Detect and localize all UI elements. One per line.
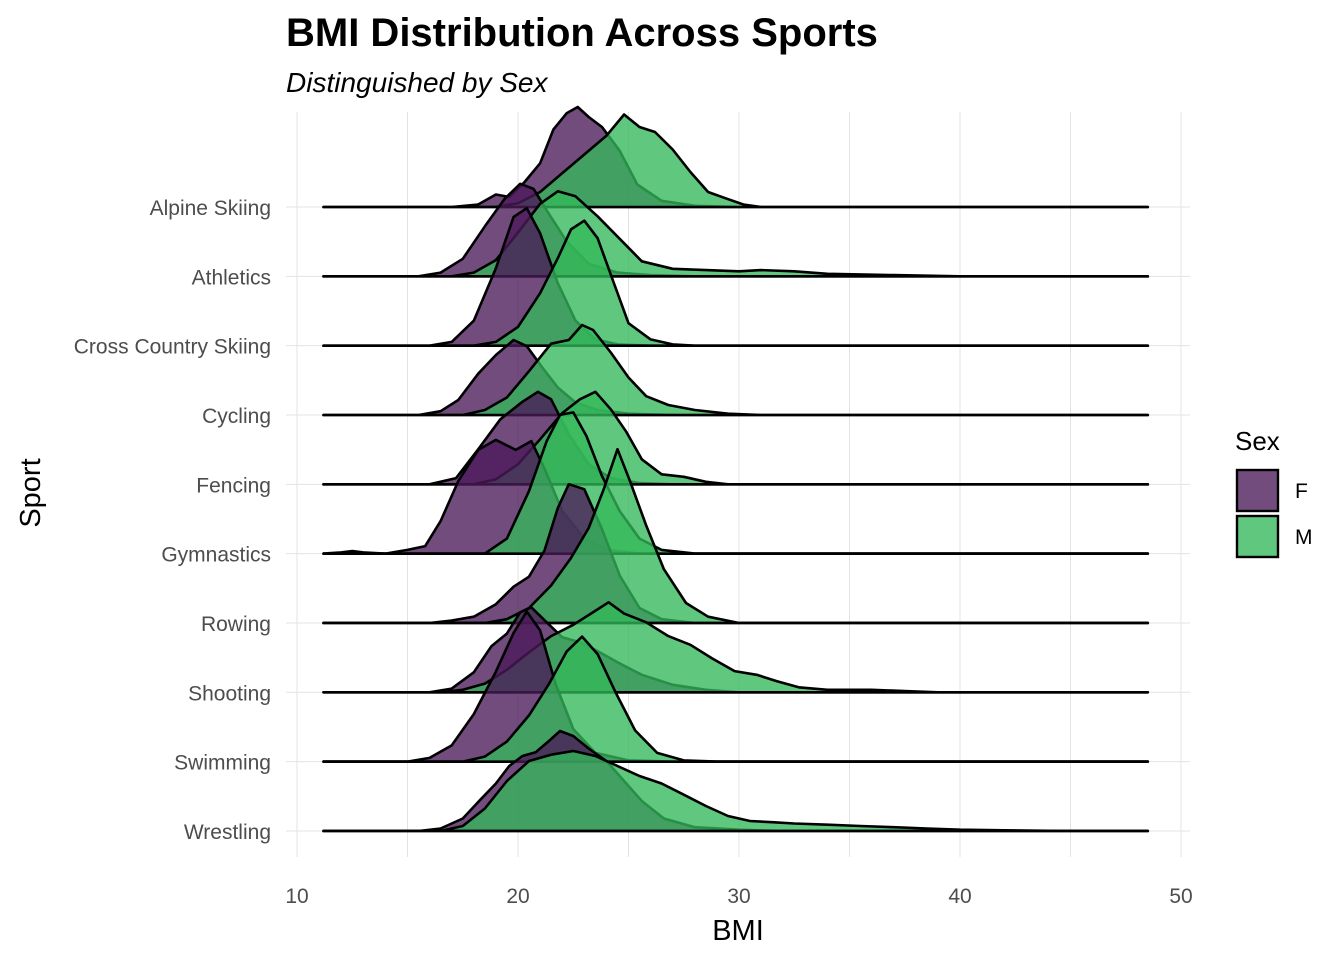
chart-subtitle: Distinguished by Sex: [286, 67, 548, 98]
y-tick-label: Fencing: [196, 474, 271, 497]
y-tick-label: Alpine Skiing: [150, 197, 271, 220]
density-f-cycling: [322, 338, 1150, 417]
x-tick-label: 20: [506, 885, 529, 908]
legend-label-f: F: [1295, 480, 1308, 503]
density-m-cycling: [322, 323, 1150, 417]
y-tick-label: Athletics: [192, 266, 271, 289]
y-tick-label: Rowing: [201, 613, 271, 636]
ridge-swimming: [322, 610, 1150, 763]
x-tick-label: 10: [285, 885, 308, 908]
y-tick-label: Wrestling: [184, 821, 271, 844]
density-m-wrestling: [322, 749, 1150, 833]
x-tick-label: 40: [948, 885, 971, 908]
y-axis-tick-labels: Alpine Skiing Athletics Cross Country Skii…: [74, 197, 271, 844]
ridge-cycling: [322, 323, 1150, 417]
density-m-shooting: [322, 601, 1150, 694]
density-m-rowing: [322, 447, 1150, 625]
density-m-cross-country-skiing: [322, 219, 1150, 347]
ridge-cross-country-skiing: [322, 206, 1150, 347]
ridge-alpine-skiing: [322, 105, 1150, 209]
density-m-gymnastics: [322, 411, 1150, 555]
density-f-gymnastics: [322, 438, 1150, 555]
y-tick-label: Cycling: [202, 405, 271, 428]
density-f-athletics: [322, 182, 1150, 278]
density-ridges: [322, 105, 1150, 833]
legend: Sex FM: [1235, 426, 1313, 559]
ridge-shooting: [322, 601, 1150, 694]
y-tick-label: Swimming: [174, 752, 271, 775]
x-tick-label: 50: [1169, 885, 1192, 908]
x-tick-label: 30: [727, 885, 750, 908]
ridge-wrestling: [322, 729, 1150, 833]
density-m-alpine-skiing: [322, 113, 1150, 209]
legend-key-f: [1235, 468, 1280, 513]
chart-title: BMI Distribution Across Sports: [286, 11, 878, 55]
x-axis-title: BMI: [712, 915, 764, 947]
density-m-swimming: [322, 635, 1150, 763]
density-f-wrestling: [322, 729, 1150, 833]
y-tick-label: Gymnastics: [161, 544, 271, 567]
ridge-rowing: [322, 447, 1150, 625]
legend-label-m: M: [1295, 526, 1313, 549]
y-tick-label: Shooting: [188, 682, 271, 705]
x-axis-tick-labels: 10 20 30 40 50: [285, 885, 1192, 908]
y-axis-title: Sport: [15, 458, 47, 527]
ridge-athletics: [322, 182, 1150, 278]
y-tick-label: Cross Country Skiing: [74, 336, 271, 359]
density-f-alpine-skiing: [322, 105, 1150, 209]
legend-key-m: [1235, 514, 1280, 559]
legend-title: Sex: [1235, 426, 1280, 456]
